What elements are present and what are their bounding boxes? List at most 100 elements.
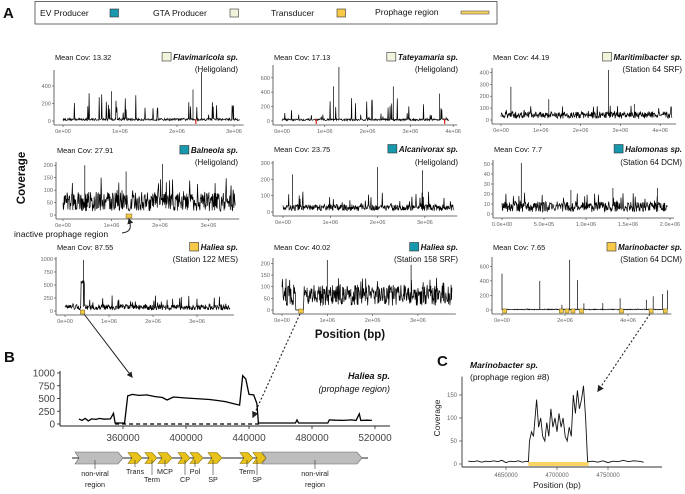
sample-location: (Heligoland) (415, 158, 458, 167)
x-tick-label: 1e+06 (317, 129, 333, 135)
nonviral-region-arrow (261, 451, 363, 465)
x-tick-label: 1e+06 (322, 220, 338, 226)
legend-gta-label: GTA Producer (153, 8, 207, 18)
coverage-trace (501, 163, 668, 213)
x-tick-label: 0.0e+00 (492, 222, 512, 228)
arrow-haliea-srf-to-b (252, 313, 301, 419)
y-tick-label: 0 (48, 119, 51, 125)
inactive-prophage-arrow (121, 217, 134, 234)
x-tick-label: 3e+06 (613, 128, 629, 134)
organism-name: Flavimaricola sp. (173, 53, 238, 62)
mean-coverage-label: Mean Cov: 7.7 (494, 145, 542, 154)
sample-location: (Station 122 MES) (173, 255, 239, 264)
y-tick-label: 750 (44, 270, 53, 276)
y-tick-label: 500 (44, 283, 53, 289)
prophage-region-marker (570, 308, 576, 314)
panel-c-prophage-coverage: 0 50 100 150 4650000 4700000 4750000 Coverage Po… (432, 360, 662, 490)
y-tick-label: 200 (261, 177, 270, 183)
sample-location: (Station 64 DCM) (620, 158, 682, 167)
legend-gta-swatch (229, 8, 239, 18)
sample-location: (Station 64 SRF) (622, 65, 682, 74)
y-tick-label: 400 (261, 90, 270, 96)
role-swatch (606, 242, 617, 252)
prophage-region-marker (663, 308, 668, 314)
x-tick-label: 5.0e+05 (534, 222, 554, 228)
x-tick-label: 2e+06 (365, 318, 381, 324)
legend-prophage-swatch (460, 10, 490, 15)
y-tick-label: 150 (44, 176, 53, 182)
y-tick-label: 200 (261, 105, 270, 111)
y-tick-label: 750 (38, 381, 55, 392)
mean-coverage-label: Mean Cov: 87.55 (57, 243, 113, 252)
y-tick-label: 400 (42, 84, 51, 90)
mean-coverage-label: Mean Cov: 40.02 (274, 243, 330, 252)
x-tick-label: 0e+00 (274, 129, 290, 135)
y-tick-label: 0 (454, 462, 458, 468)
prophage-region-marker (502, 308, 507, 314)
y-tick-label: 600 (261, 76, 270, 82)
x-tick-label: 3e+06 (417, 220, 433, 226)
legend: EV Producer GTA Producer Transducer Prop… (34, 1, 498, 25)
panel-b-title: Haliea sp. (348, 371, 390, 381)
x-tick-label: 400000 (169, 433, 203, 444)
gene-label: Term (239, 467, 255, 476)
coverage-panel: Mean Cov: 87.55 Haliea sp. (Station 122 ME… (41, 242, 239, 325)
y-tick-label: 50 (450, 439, 457, 445)
coverage-trace (281, 67, 450, 122)
y-tick-label: 100 (447, 416, 458, 422)
mean-coverage-label: Mean Cov: 27.91 (57, 146, 113, 155)
viral-gene-arrow (127, 452, 143, 464)
sample-location: (Station 64 DCM) (620, 255, 682, 264)
y-tick-label: 400 (480, 279, 489, 285)
x-tick-label: 2e+06 (152, 223, 168, 229)
x-tick-label: 3e+06 (403, 129, 419, 135)
x-tick-label: 0e+00 (55, 223, 71, 229)
y-tick-label: 300 (480, 82, 489, 88)
viral-gene-arrow (157, 452, 173, 464)
x-tick-label: 2.0e+06 (660, 222, 680, 228)
x-tick-label: 2e+06 (169, 129, 185, 135)
x-tick-label: 4700000 (545, 473, 569, 479)
x-tick-label: 2e+06 (370, 220, 386, 226)
gene-label: non-viral region (81, 469, 109, 489)
x-tick-label: 3e+06 (189, 319, 205, 325)
legend-prophage-label: Prophage region (375, 7, 439, 17)
coverage-trace (501, 259, 668, 311)
mean-coverage-label: Mean Cov: 13.32 (55, 53, 111, 62)
coverage-trace (78, 374, 372, 424)
y-tick-label: 0 (486, 308, 489, 314)
prophage-region-marker (619, 308, 624, 314)
role-swatch (387, 144, 398, 154)
x-tick-label: 3e+06 (226, 129, 242, 135)
panel-c-x-label: Position (bp) (533, 480, 581, 490)
coverage-panel: Mean Cov: 44.19 Maritimibacter sp. (Statio… (480, 52, 682, 134)
coverage-panel: Mean Cov: 23.75 Alcanivorax sp. (Heligolan… (261, 144, 458, 226)
y-tick-label: 30 (484, 182, 490, 188)
x-tick-label: 1e+06 (533, 128, 549, 134)
coverage-panel: Mean Cov: 13.32 Flavimaricola sp. (Heligol… (42, 52, 244, 135)
x-tick-label: 2e+06 (557, 318, 573, 324)
y-tick-label: 10 (484, 202, 490, 208)
y-tick-label: 200 (480, 293, 489, 299)
nonviral-region-arrow (74, 451, 124, 465)
y-tick-label: 250 (38, 407, 55, 418)
y-tick-label: 50 (264, 296, 270, 302)
role-swatch (179, 145, 190, 155)
legend-transducer-label: Transducer (271, 8, 314, 18)
x-tick-label: 3e+06 (410, 318, 426, 324)
y-tick-label: 200 (42, 102, 51, 108)
mean-coverage-label: Mean Cov: 17.13 (274, 53, 330, 62)
gene-label: non-viral region (301, 469, 329, 489)
y-tick-label: 250 (44, 296, 53, 302)
organism-name: Alcanivorax sp. (398, 145, 458, 154)
x-tick-label: 1e+06 (101, 319, 117, 325)
coverage-trace (64, 260, 231, 312)
coverage-panel: Mean Cov: 40.02 Haliea sp. (Station 158 SR… (261, 242, 458, 324)
coverage-panel: Mean Cov: 7.7 Halomonas sp. (Station 64 DC… (484, 144, 682, 228)
prophage-region-marker (579, 308, 584, 314)
prophage-region-marker (125, 213, 133, 219)
x-tick-label: 4750000 (596, 473, 620, 479)
x-tick-label: 480000 (295, 433, 329, 444)
organism-name: Halomonas sp. (625, 145, 682, 154)
organism-name: Haliea sp. (201, 243, 238, 252)
